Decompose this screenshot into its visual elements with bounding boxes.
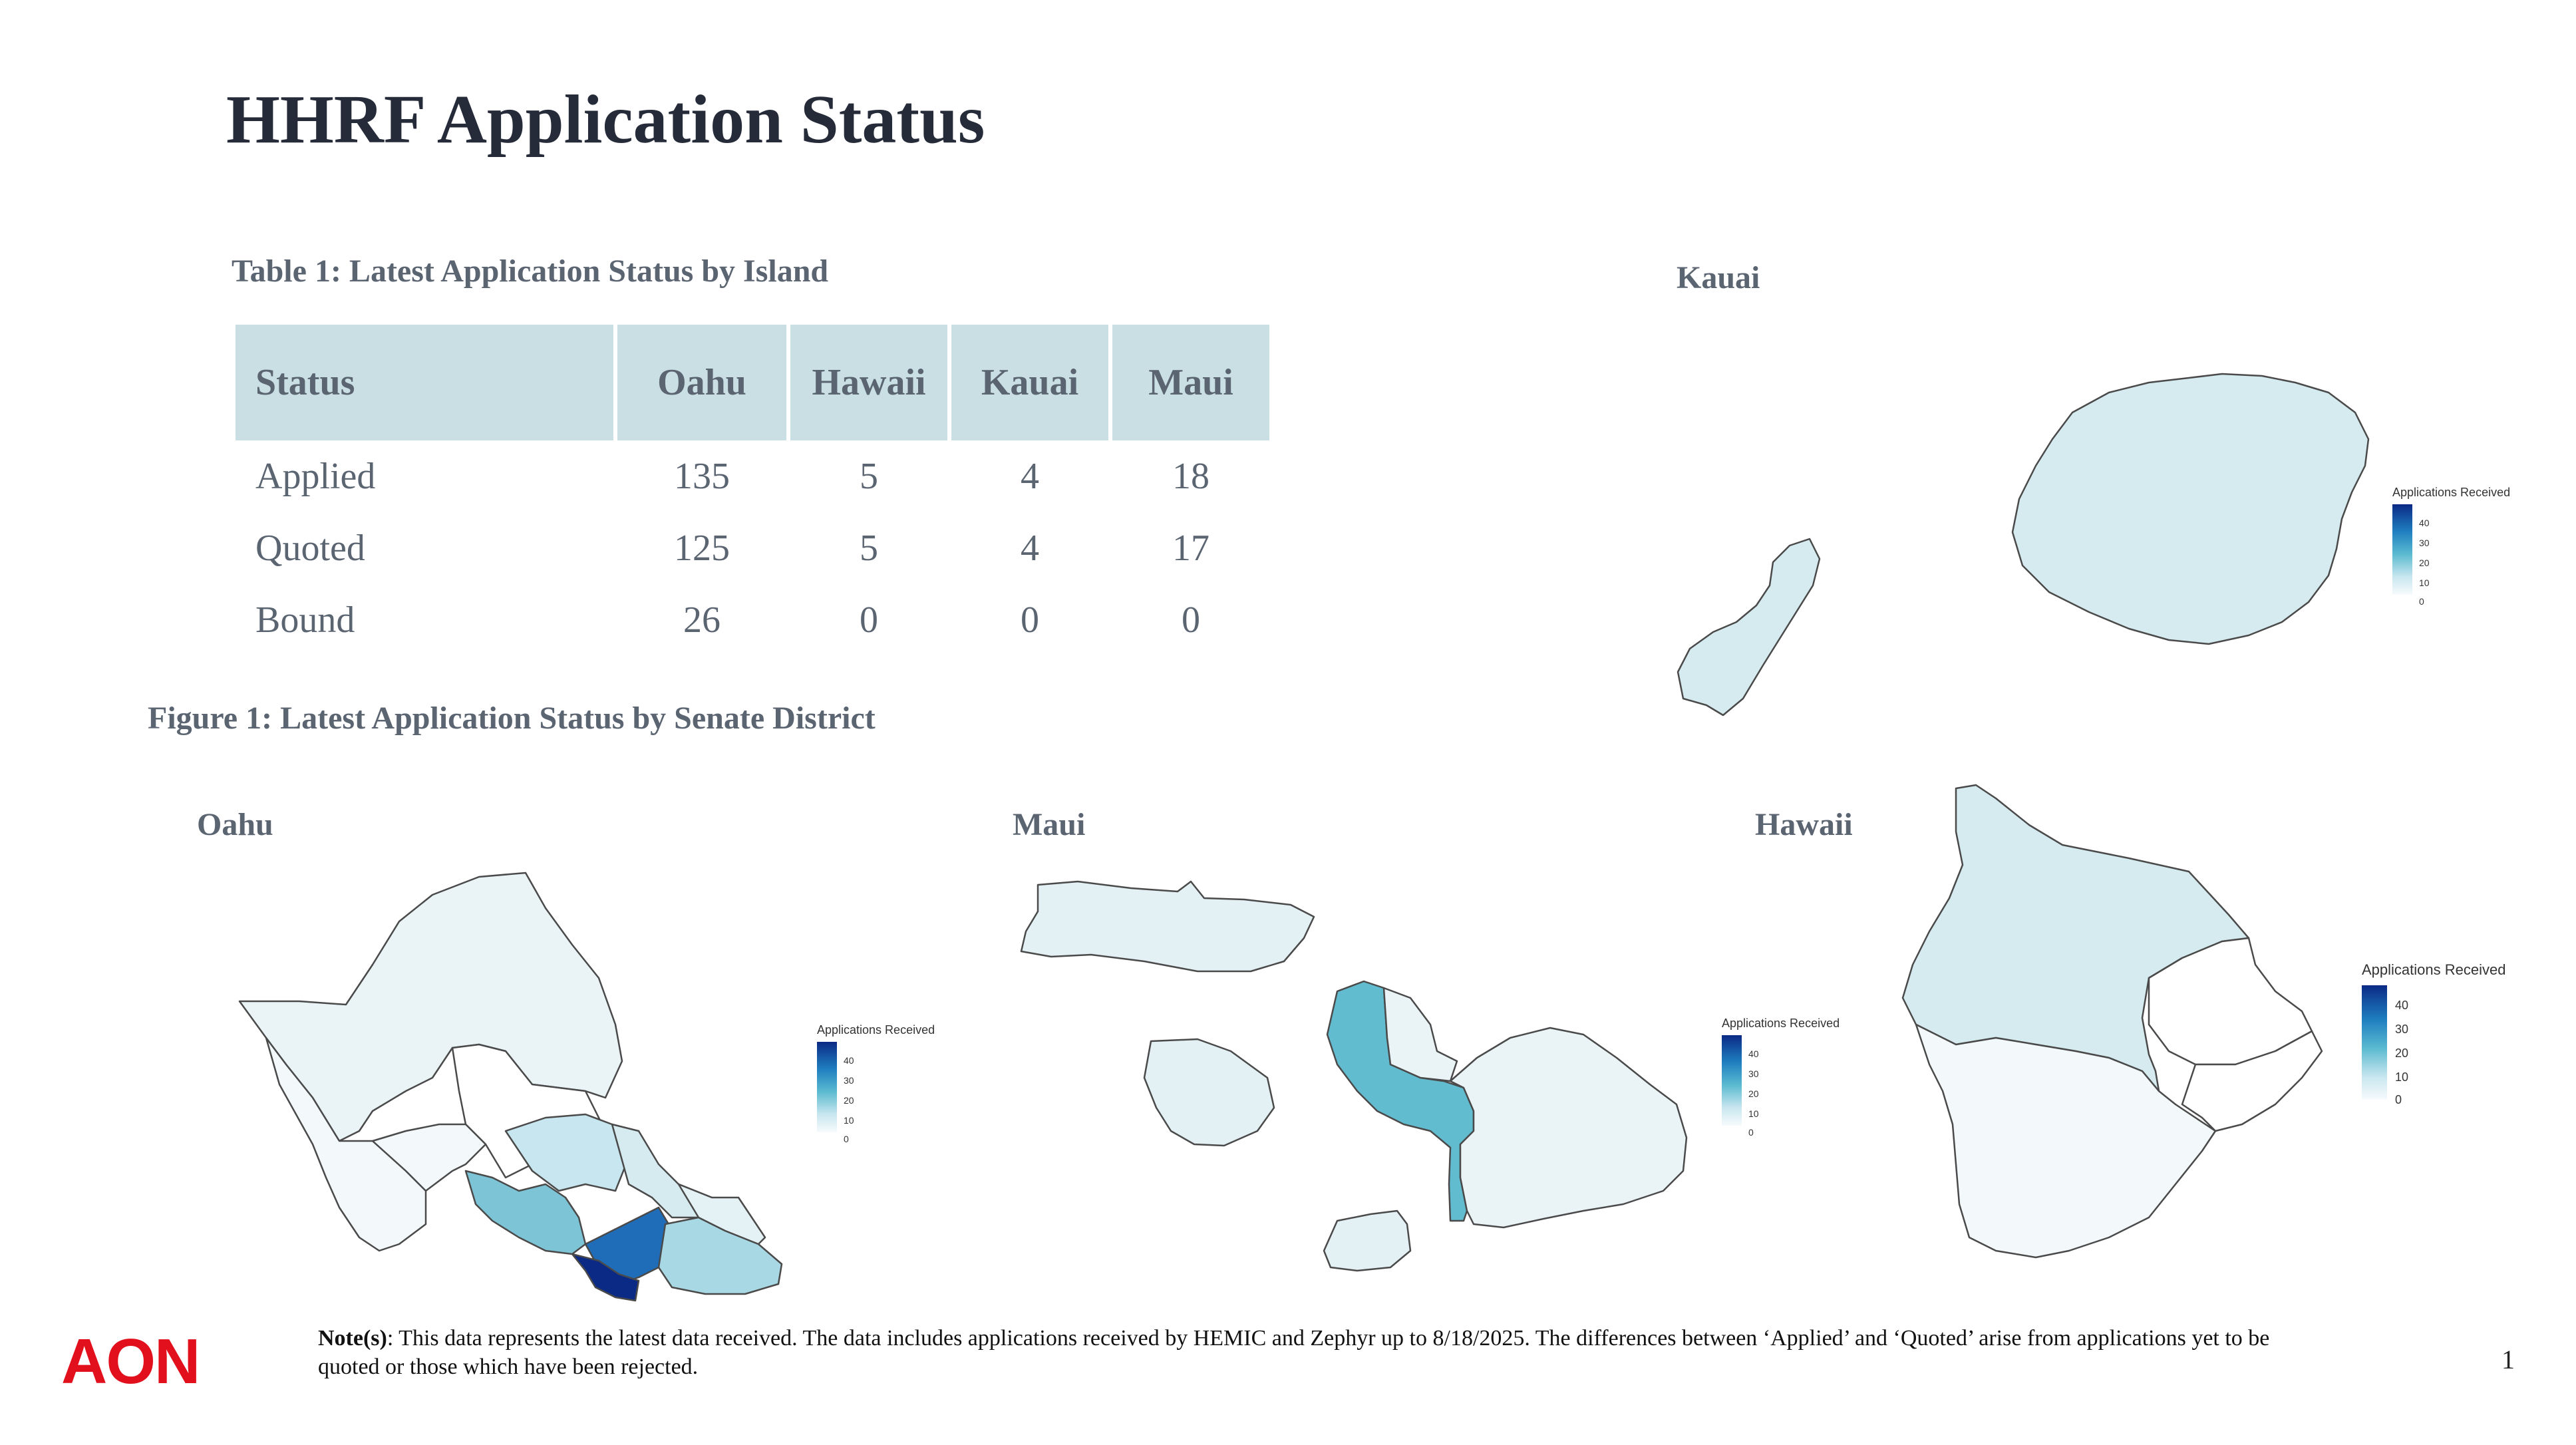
oahu-district-kailua [677,1183,766,1245]
cell-kauai: 0 [1021,599,1039,641]
legend-oahu: Applications Received 40 30 20 10 0 [817,1023,937,1150]
legend-tick: 30 [844,1075,854,1086]
oahu-district-downtown [571,1253,640,1302]
legend-color-bar [2392,504,2412,595]
oahu-map [238,872,783,1302]
legend-tick: 0 [2419,596,2424,607]
hawaii-district-north [1901,784,2250,1092]
footnote-text: : This data represents the latest data r… [318,1326,2270,1379]
header-hawaii: Hawaii [790,325,947,440]
map-label-hawaii: Hawaii [1755,807,1853,842]
cell-hawaii: 0 [860,599,878,641]
east-maui-district [1449,1027,1688,1229]
cell-status: Quoted [255,528,365,569]
oahu-district-pearl [504,1113,630,1192]
figure-caption: Figure 1: Latest Application Status by S… [148,701,876,736]
table-row: Applied 135 5 4 18 [236,440,1269,512]
legend-tick: 0 [844,1134,849,1144]
cell-hawaii: 5 [860,528,878,569]
legend-tick: 30 [2395,1023,2409,1036]
legend-tick: 10 [2419,577,2430,588]
map-label-kauai: Kauai [1677,260,1760,295]
cell-status: Applied [255,456,376,497]
legend-tick: 0 [1748,1127,1754,1138]
lanai-district [1143,1038,1275,1147]
legend-tick: 20 [2395,1046,2409,1060]
header-status: Status [236,325,613,440]
kauai-map [1677,373,2370,717]
legend-maui: Applications Received 40 30 20 10 0 [1722,1017,1842,1143]
slide-title: HHRF Application Status [226,81,985,158]
cell-oahu: 26 [683,599,721,641]
legend-title: Applications Received [2392,486,2511,499]
legend-tick: 40 [1748,1048,1759,1059]
cell-oahu: 125 [674,528,730,569]
hawaii-district-hilo [2148,937,2313,1066]
map-label-oahu: Oahu [197,807,273,842]
aon-logo: AON [61,1326,200,1397]
legend-tick: 10 [1748,1108,1759,1119]
legend-tick: 40 [2419,518,2430,528]
table-row: Bound 26 0 0 0 [236,584,1269,656]
header-oahu: Oahu [617,325,786,440]
legend-tick: 0 [2395,1093,2402,1106]
oahu-district-ewa [371,1123,487,1192]
legend-tick: 20 [2419,558,2430,568]
status-table: Status Oahu Hawaii Kauai Maui Applied 13… [232,325,1273,656]
legend-color-bar [1722,1035,1742,1126]
legend-title: Applications Received [817,1023,935,1037]
footnote-label: Note(s) [318,1326,387,1351]
table-row: Quoted 125 5 4 17 [236,512,1269,584]
hawaii-district-south [1915,1023,2217,1259]
legend-color-bar [817,1042,837,1132]
legend-kauai: Applications Received 40 30 20 10 0 [2392,486,2512,612]
maui-map [1020,880,1688,1272]
page-number: 1 [2501,1345,2515,1374]
oahu-district-west [265,1037,427,1252]
legend-title: Applications Received [1722,1017,1840,1030]
kauai-district [2011,373,2370,645]
cell-kauai: 4 [1021,528,1039,569]
cell-kauai: 4 [1021,456,1039,497]
niihau-district [1677,538,1821,717]
cell-oahu: 135 [674,456,730,497]
legend-tick: 10 [844,1115,854,1126]
legend-tick: 20 [1748,1088,1759,1099]
cell-hawaii: 5 [860,456,878,497]
footnote: Note(s): This data represents the latest… [318,1324,2281,1381]
legend-hawaii: Applications Received 40 30 20 10 0 [2362,961,2521,1114]
legend-tick: 40 [844,1055,854,1066]
maui-wailuku-district [1382,987,1458,1082]
cell-maui: 0 [1182,599,1200,641]
map-label-maui: Maui [1013,807,1086,842]
legend-tick: 10 [2395,1070,2409,1084]
cell-maui: 18 [1172,456,1209,497]
legend-tick: 30 [2419,538,2430,548]
hawaii-map [1901,784,2323,1259]
header-kauai: Kauai [951,325,1108,440]
hawaii-district-puna [2181,1030,2323,1132]
legend-color-bar [2362,985,2387,1100]
legend-tick: 40 [2395,999,2409,1012]
legend-title: Applications Received [2362,961,2506,978]
table-header-row: Status Oahu Hawaii Kauai Maui [236,325,1269,440]
cell-maui: 17 [1172,528,1209,569]
header-maui: Maui [1112,325,1269,440]
table-caption: Table 1: Latest Application Status by Is… [232,253,829,289]
legend-tick: 30 [1748,1068,1759,1079]
molokai-district [1020,880,1315,973]
legend-tick: 20 [844,1095,854,1106]
kahoolawe-district [1323,1209,1412,1272]
cell-status: Bound [255,599,355,641]
